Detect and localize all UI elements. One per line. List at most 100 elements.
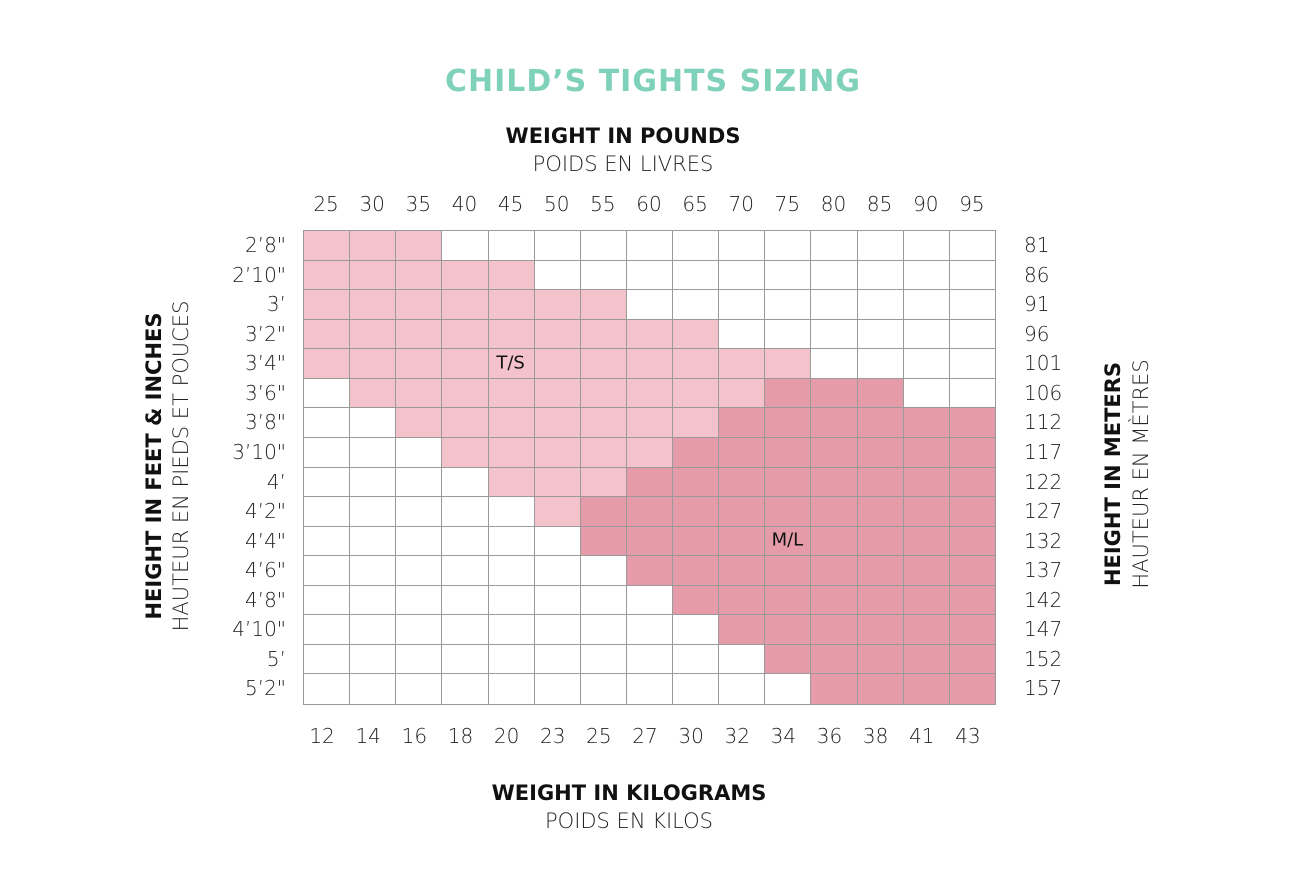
top-axis-sublabel: POIDS EN LIVRES	[532, 152, 714, 176]
right-tick-label: 132	[1024, 528, 1063, 553]
grid-cell	[303, 525, 351, 557]
right-tick-label: 86	[1024, 262, 1050, 287]
grid-cell	[810, 525, 859, 557]
grid-cell	[810, 584, 859, 616]
grid-cell	[579, 466, 628, 498]
grid-cell	[441, 614, 490, 646]
grid-cell	[533, 496, 582, 528]
grid-cell	[349, 230, 397, 262]
grid-cell	[672, 289, 720, 321]
grid-cell	[810, 496, 859, 528]
grid-cell	[948, 259, 997, 291]
grid-cell	[441, 259, 490, 291]
grid-cell	[718, 318, 766, 350]
right-tick-label: 112	[1024, 410, 1063, 435]
grid-cell	[579, 407, 628, 439]
grid-cell	[441, 348, 490, 380]
grid-cell	[764, 407, 812, 439]
grid-cell	[533, 525, 582, 557]
grid-cell	[810, 407, 859, 439]
grid-cell	[764, 466, 812, 498]
right-tick-label: 81	[1024, 233, 1050, 257]
bottom-tick-label: 30	[678, 724, 704, 748]
grid-cell	[672, 436, 720, 468]
grid-cell	[625, 584, 674, 616]
grid-cell	[718, 230, 766, 262]
grid-cell	[349, 584, 397, 616]
grid-cell	[810, 614, 859, 646]
grid-cell	[579, 673, 628, 705]
right-tick-label: 157	[1024, 676, 1063, 701]
grid-cell	[902, 466, 951, 498]
grid-cell	[948, 230, 997, 262]
grid-cell	[579, 614, 628, 646]
left-tick-label: 5’2"	[244, 676, 286, 701]
bottom-tick-label: 38	[862, 724, 889, 748]
grid-cell	[948, 289, 997, 321]
top-axis-label: WEIGHT IN POUNDS	[505, 124, 741, 148]
grid-cell	[764, 436, 812, 468]
grid-cell	[579, 555, 628, 587]
grid-cell	[579, 377, 628, 409]
grid-cell	[533, 289, 582, 321]
top-tick-label: 90	[913, 192, 939, 216]
grid-cell	[303, 614, 351, 646]
grid-cell	[718, 436, 766, 468]
grid-cell	[395, 555, 443, 587]
grid-cell	[533, 436, 582, 468]
grid-cell	[395, 230, 443, 262]
left-tick-label: 4’4"	[244, 528, 286, 553]
grid-cell	[856, 496, 905, 528]
grid-cell	[441, 643, 490, 675]
grid-cell	[625, 496, 674, 528]
grid-cell	[764, 230, 812, 262]
right-tick-label: 117	[1024, 439, 1063, 464]
left-tick-label: 5’	[266, 646, 286, 671]
top-tick-label: 75	[774, 192, 801, 216]
grid-cell	[533, 555, 582, 587]
grid-cell	[764, 259, 812, 291]
grid-cell	[303, 466, 351, 498]
grid-cell	[441, 466, 490, 498]
grid-cell	[487, 318, 536, 350]
grid-cell	[856, 348, 905, 380]
grid-cell	[303, 377, 351, 409]
grid-cell	[764, 496, 812, 528]
grid-cell	[856, 377, 905, 409]
grid-cell	[533, 466, 582, 498]
grid-cell	[810, 466, 859, 498]
grid-cell	[487, 614, 536, 646]
grid-cell	[625, 259, 674, 291]
grid-cell	[579, 496, 628, 528]
grid-cell	[810, 555, 859, 587]
grid-cell	[395, 614, 443, 646]
grid-cell	[349, 377, 397, 409]
grid-cell	[303, 318, 351, 350]
top-tick-label: 30	[359, 192, 385, 216]
grid-cell	[948, 584, 997, 616]
grid-cell	[349, 643, 397, 675]
grid-cell	[672, 377, 720, 409]
top-tick-label: 85	[866, 192, 893, 216]
grid-cell	[948, 407, 997, 439]
grid-cell	[349, 555, 397, 587]
grid-cell	[441, 289, 490, 321]
grid-cell	[579, 525, 628, 557]
grid-cell	[625, 289, 674, 321]
grid-cell	[764, 643, 812, 675]
grid-cell	[856, 436, 905, 468]
right-tick-label: 106	[1024, 380, 1063, 405]
grid-cell	[487, 496, 536, 528]
grid-cell	[672, 230, 720, 262]
left-tick-label: 4’8"	[244, 587, 286, 612]
right-tick-label: 147	[1024, 617, 1063, 642]
top-tick-label: 45	[497, 192, 524, 216]
top-tick-label: 80	[820, 192, 847, 216]
right-tick-label: 91	[1024, 292, 1050, 317]
grid-cell	[441, 555, 490, 587]
grid-cell	[533, 673, 582, 705]
grid-cell	[533, 407, 582, 439]
grid-cell	[718, 614, 766, 646]
grid-cell	[718, 407, 766, 439]
size-label: T/S	[496, 352, 525, 374]
